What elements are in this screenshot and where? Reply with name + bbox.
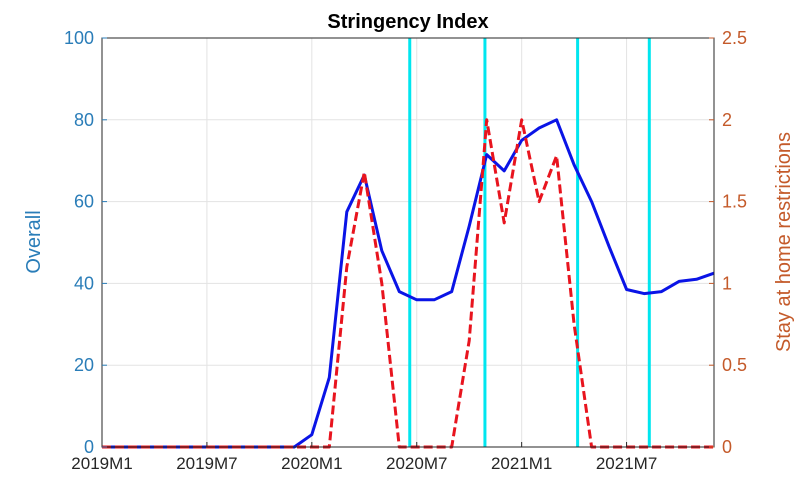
left-tick-label-2: 40 xyxy=(74,273,94,293)
x-axis-ticks: 2019M1 2019M7 2020M1 2020M7 2021M1 2021M7 xyxy=(71,442,657,473)
right-axis-label: Stay at home restrictions xyxy=(773,132,795,352)
left-tick-label-1: 20 xyxy=(74,355,94,375)
left-tick-label-5: 100 xyxy=(64,28,94,48)
left-tick-label-0: 0 xyxy=(84,437,94,457)
plot-area xyxy=(102,38,714,447)
right-tick-label-2: 1 xyxy=(722,273,732,293)
plot-frame xyxy=(101,37,715,448)
left-axis-ticks: 0 20 40 60 80 100 xyxy=(64,28,107,457)
left-axis-label: Overall xyxy=(23,210,45,273)
left-tick-label-3: 60 xyxy=(74,192,94,212)
x-tick-label-5: 2021M7 xyxy=(596,454,657,473)
right-tick-label-0: 0 xyxy=(722,437,732,457)
right-tick-label-1: 0.5 xyxy=(722,355,747,375)
x-tick-label-0: 2019M1 xyxy=(71,454,132,473)
right-tick-label-5: 2.5 xyxy=(722,28,747,48)
left-tick-label-4: 80 xyxy=(74,110,94,130)
right-tick-label-4: 2 xyxy=(722,110,732,130)
vertical-markers xyxy=(408,38,651,447)
x-tick-label-4: 2021M1 xyxy=(491,454,552,473)
right-axis-ticks: 0 0.5 1 1.5 2 2.5 xyxy=(709,28,747,457)
chart-title: Stringency Index xyxy=(327,11,488,33)
x-tick-label-3: 2020M7 xyxy=(386,454,447,473)
x-tick-label-1: 2019M7 xyxy=(176,454,237,473)
x-tick-label-2: 2020M1 xyxy=(281,454,342,473)
right-tick-label-3: 1.5 xyxy=(722,192,747,212)
